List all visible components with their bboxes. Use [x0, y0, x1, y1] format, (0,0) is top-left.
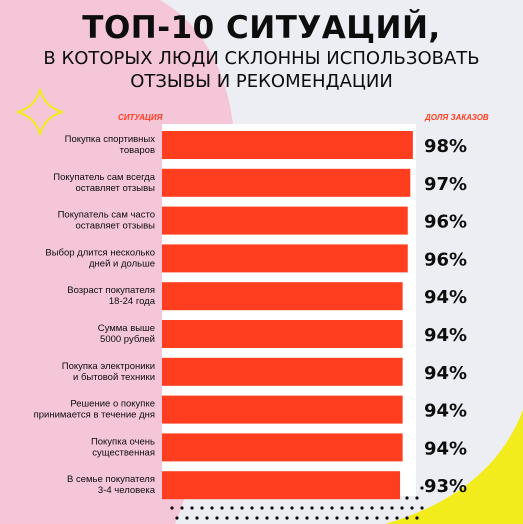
category-label: Покупка очень существенная — [91, 436, 155, 458]
bar — [162, 244, 408, 273]
category-label: В семье покупателя 3-4 человека — [67, 474, 156, 496]
page-title: ТОП-10 СИТУАЦИЙ, — [82, 10, 441, 46]
category-label: Покупка электроники и бытовой техники — [62, 361, 155, 383]
bar — [162, 282, 403, 311]
value-label: 94% — [424, 401, 467, 422]
value-label: 94% — [424, 438, 467, 459]
value-label: 94% — [424, 363, 467, 384]
value-label: 93% — [424, 476, 467, 497]
page-subtitle-line2: ОТЗЫВЫ И РЕКОМЕНДАЦИИ — [130, 71, 393, 92]
dotted-pattern — [170, 486, 424, 520]
column-header-situation: СИТУАЦИЯ — [118, 113, 163, 122]
category-label: Сумма выше 5000 рублей — [98, 323, 155, 345]
bar — [162, 320, 403, 348]
value-label: 94% — [424, 287, 467, 308]
bar — [162, 206, 408, 235]
category-label: Возраст покупателя 18-24 года — [67, 285, 155, 307]
value-label: 98% — [424, 136, 467, 157]
yellow-swoosh — [385, 410, 523, 524]
category-label: Решение о покупке принимается в течение д… — [34, 399, 155, 421]
bar — [162, 131, 413, 159]
sparkle-icon — [14, 86, 66, 138]
bar — [162, 395, 403, 424]
column-header-share: ДОЛЯ ЗАКАЗОВ — [425, 113, 489, 122]
value-label: 96% — [424, 249, 467, 270]
value-label: 96% — [424, 212, 467, 233]
bar — [162, 471, 401, 500]
page-subtitle-line1: В КОТОРЫХ ЛЮДИ СКЛОННЫ ИСПОЛЬЗОВАТЬ — [43, 48, 480, 69]
value-label: 94% — [424, 325, 467, 346]
category-label: Покупатель сам всегда оставляет отзывы — [53, 172, 155, 194]
bar — [162, 357, 403, 386]
category-label: Покупатель сам часто оставляет отзывы — [58, 210, 156, 232]
bar — [162, 168, 411, 197]
category-label: Покупка спортивных товаров — [65, 134, 156, 156]
bar — [162, 433, 403, 462]
category-label: Выбор длится несколько дней и дольше — [45, 247, 155, 269]
value-label: 97% — [424, 174, 467, 195]
